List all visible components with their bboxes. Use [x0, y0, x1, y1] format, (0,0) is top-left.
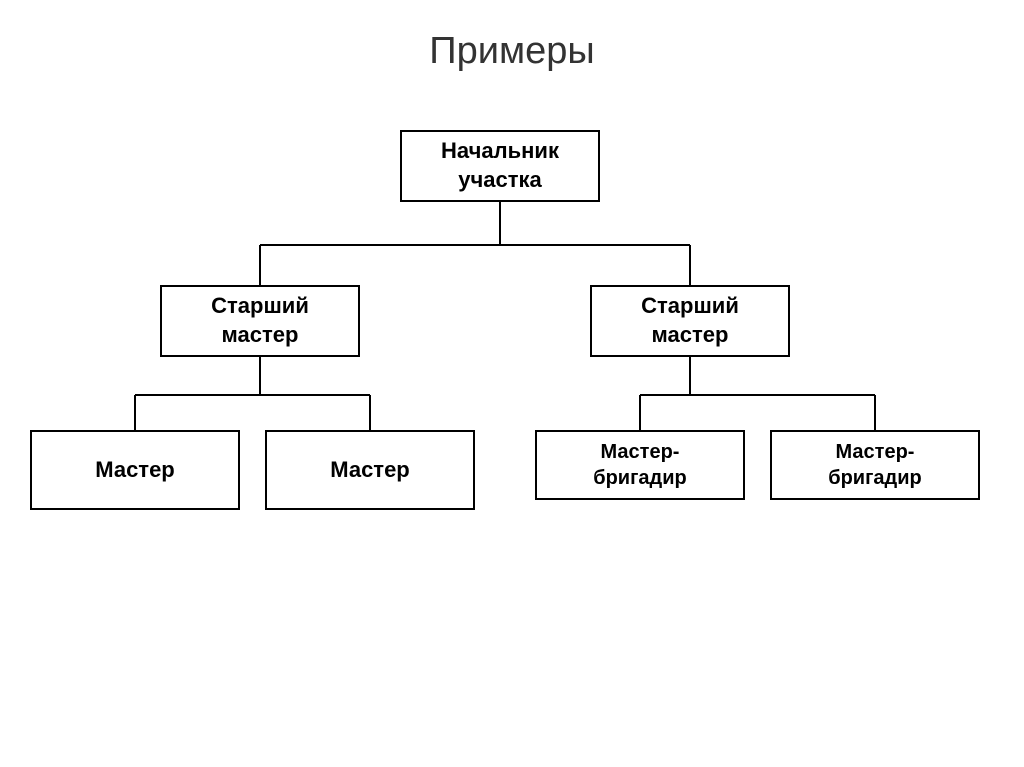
- org-node-sm1: Старшиймастер: [160, 285, 360, 357]
- page-title: Примеры: [0, 0, 1024, 73]
- org-node-m2: Мастер: [265, 430, 475, 510]
- org-chart: Начальникучастка Старшиймастер Старшиймаст…: [30, 130, 994, 580]
- org-node-mb1: Мастер-бригадир: [535, 430, 745, 500]
- org-node-mb2: Мастер-бригадир: [770, 430, 980, 500]
- org-node-m1: Мастер: [30, 430, 240, 510]
- org-node-root: Начальникучастка: [400, 130, 600, 202]
- org-node-sm2: Старшиймастер: [590, 285, 790, 357]
